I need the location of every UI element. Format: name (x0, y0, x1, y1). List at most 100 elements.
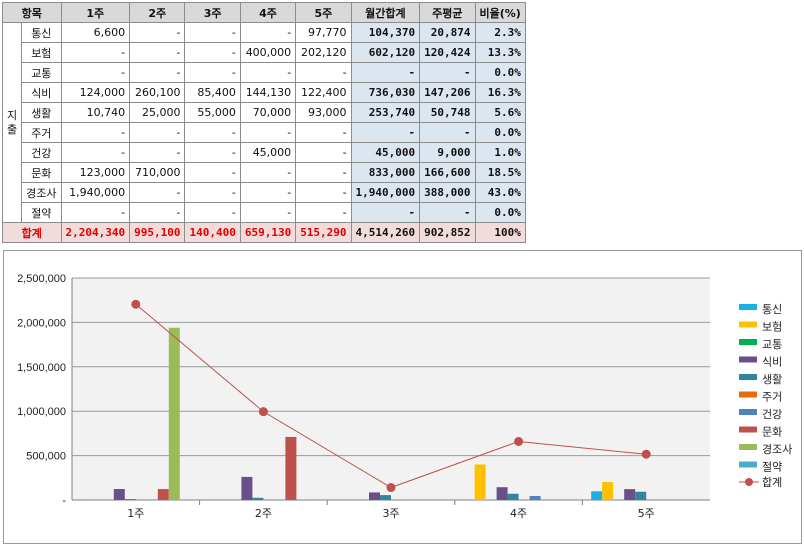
week-value-cell[interactable]: 122,400 (295, 82, 352, 103)
week-avg-cell[interactable]: - (419, 202, 476, 223)
week-value-cell[interactable]: - (129, 22, 186, 43)
category-cell[interactable]: 건강 (21, 142, 62, 163)
week-value-cell[interactable]: 124,000 (60, 82, 131, 103)
week-value-cell[interactable]: - (60, 62, 131, 83)
total-pct-cell[interactable]: 100% (474, 222, 526, 243)
total-week-cell[interactable]: 659,130 (239, 222, 297, 243)
total-sum-cell[interactable]: 4,514,260 (350, 222, 421, 243)
header-week-2[interactable]: 2주 (129, 2, 186, 23)
month-total-cell[interactable]: 1,940,000 (350, 182, 421, 203)
week-value-cell[interactable]: - (60, 42, 131, 63)
ratio-cell[interactable]: 5.6% (474, 102, 526, 123)
week-avg-cell[interactable]: - (419, 122, 476, 143)
month-total-cell[interactable]: 602,120 (350, 42, 421, 63)
week-value-cell[interactable]: - (295, 142, 352, 163)
month-total-cell[interactable]: - (350, 122, 421, 143)
month-total-cell[interactable]: - (350, 202, 421, 223)
week-value-cell[interactable]: 144,130 (239, 82, 297, 103)
week-value-cell[interactable]: - (129, 142, 186, 163)
week-value-cell[interactable]: - (184, 202, 241, 223)
header-week-3[interactable]: 3주 (184, 2, 241, 23)
total-week-cell[interactable]: 515,290 (295, 222, 352, 243)
month-total-cell[interactable]: 736,030 (350, 82, 421, 103)
week-value-cell[interactable]: 400,000 (239, 42, 297, 63)
total-avg-cell[interactable]: 902,852 (419, 222, 476, 243)
ratio-cell[interactable]: 18.5% (474, 162, 526, 183)
week-value-cell[interactable]: 1,940,000 (60, 182, 131, 203)
week-value-cell[interactable]: 97,770 (295, 22, 352, 43)
ratio-cell[interactable]: 16.3% (474, 82, 526, 103)
week-value-cell[interactable]: 6,600 (60, 22, 131, 43)
week-value-cell[interactable]: 202,120 (295, 42, 352, 63)
week-value-cell[interactable]: - (184, 122, 241, 143)
week-value-cell[interactable]: - (60, 142, 131, 163)
week-value-cell[interactable]: - (295, 182, 352, 203)
week-value-cell[interactable]: - (184, 142, 241, 163)
week-value-cell[interactable]: - (129, 122, 186, 143)
week-value-cell[interactable]: - (184, 42, 241, 63)
ratio-cell[interactable]: 0.0% (474, 62, 526, 83)
ratio-cell[interactable]: 2.3% (474, 22, 526, 43)
ratio-cell[interactable]: 13.3% (474, 42, 526, 63)
week-avg-cell[interactable]: 9,000 (419, 142, 476, 163)
week-avg-cell[interactable]: 50,748 (419, 102, 476, 123)
week-value-cell[interactable]: - (184, 62, 241, 83)
week-value-cell[interactable]: - (239, 122, 297, 143)
week-value-cell[interactable]: 710,000 (129, 162, 186, 183)
header-week-1[interactable]: 1주 (60, 2, 131, 23)
week-value-cell[interactable]: - (129, 202, 186, 223)
category-cell[interactable]: 식비 (21, 82, 62, 103)
week-value-cell[interactable]: - (184, 162, 241, 183)
total-week-cell[interactable]: 140,400 (184, 222, 241, 243)
week-value-cell[interactable]: 70,000 (239, 102, 297, 123)
week-value-cell[interactable]: 25,000 (129, 102, 186, 123)
week-value-cell[interactable]: - (129, 182, 186, 203)
month-total-cell[interactable]: 253,740 (350, 102, 421, 123)
header-month-total[interactable]: 월간합계 (350, 2, 421, 23)
header-week-5[interactable]: 5주 (295, 2, 352, 23)
week-avg-cell[interactable]: 166,600 (419, 162, 476, 183)
week-value-cell[interactable]: - (239, 22, 297, 43)
category-cell[interactable]: 교통 (21, 62, 62, 83)
total-week-cell[interactable]: 2,204,340 (60, 222, 131, 243)
week-avg-cell[interactable]: 147,206 (419, 82, 476, 103)
month-total-cell[interactable]: 833,000 (350, 162, 421, 183)
header-ratio[interactable]: 비율(%) (474, 2, 526, 23)
header-week-4[interactable]: 4주 (239, 2, 297, 23)
category-cell[interactable]: 보험 (21, 42, 62, 63)
week-value-cell[interactable]: - (184, 182, 241, 203)
week-value-cell[interactable]: 260,100 (129, 82, 186, 103)
header-week-avg[interactable]: 주평균 (419, 2, 476, 23)
week-value-cell[interactable]: - (239, 62, 297, 83)
week-value-cell[interactable]: - (239, 202, 297, 223)
category-cell[interactable]: 통신 (21, 22, 62, 43)
month-total-cell[interactable]: 104,370 (350, 22, 421, 43)
week-value-cell[interactable]: - (129, 62, 186, 83)
week-value-cell[interactable]: 45,000 (239, 142, 297, 163)
month-total-cell[interactable]: - (350, 62, 421, 83)
category-cell[interactable]: 문화 (21, 162, 62, 183)
week-value-cell[interactable]: 10,740 (60, 102, 131, 123)
total-label[interactable]: 합계 (2, 222, 62, 243)
week-value-cell[interactable]: - (129, 42, 186, 63)
week-avg-cell[interactable]: - (419, 62, 476, 83)
week-avg-cell[interactable]: 388,000 (419, 182, 476, 203)
week-value-cell[interactable]: - (184, 22, 241, 43)
ratio-cell[interactable]: 0.0% (474, 202, 526, 223)
month-total-cell[interactable]: 45,000 (350, 142, 421, 163)
week-value-cell[interactable]: 93,000 (295, 102, 352, 123)
week-value-cell[interactable]: 123,000 (60, 162, 131, 183)
week-value-cell[interactable]: - (60, 202, 131, 223)
category-cell[interactable]: 경조사 (21, 182, 62, 203)
week-avg-cell[interactable]: 120,424 (419, 42, 476, 63)
week-value-cell[interactable]: - (239, 182, 297, 203)
week-value-cell[interactable]: - (295, 162, 352, 183)
category-cell[interactable]: 주거 (21, 122, 62, 143)
week-avg-cell[interactable]: 20,874 (419, 22, 476, 43)
ratio-cell[interactable]: 43.0% (474, 182, 526, 203)
week-value-cell[interactable]: - (60, 122, 131, 143)
week-value-cell[interactable]: 85,400 (184, 82, 241, 103)
week-value-cell[interactable]: - (295, 62, 352, 83)
week-value-cell[interactable]: - (295, 202, 352, 223)
